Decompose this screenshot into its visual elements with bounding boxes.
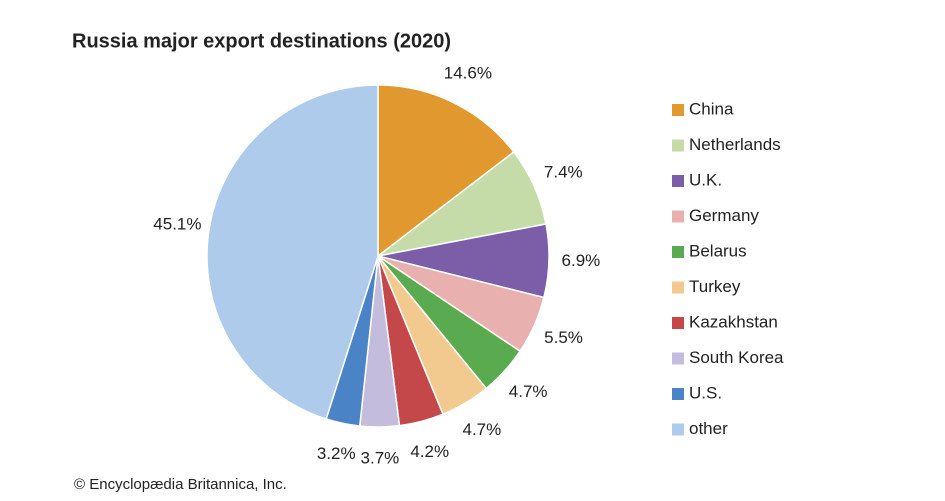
legend-swatch	[672, 423, 684, 436]
data-label: 4.7%	[463, 420, 502, 439]
legend-swatch	[672, 139, 684, 152]
legend-label: Kazakhstan	[689, 312, 778, 331]
data-label: 4.7%	[509, 382, 548, 401]
legend-label: Germany	[689, 206, 759, 225]
data-label: 3.2%	[317, 444, 356, 463]
pie-slice	[206, 84, 379, 420]
legend-swatch	[672, 210, 684, 223]
legend-swatch	[672, 246, 684, 258]
data-label: 14.6%	[444, 63, 492, 82]
chart-title: Russia major export destinations (2020)	[72, 30, 451, 52]
legend-label: South Korea	[689, 348, 784, 367]
legend-swatch	[672, 352, 684, 365]
data-label: 7.4%	[544, 163, 583, 182]
legend-swatch	[672, 388, 684, 400]
legend-swatch	[672, 175, 684, 187]
data-label: 5.5%	[544, 328, 583, 347]
legend-label: Netherlands	[689, 135, 781, 154]
source: © Encyclopædia Britannica, Inc.	[74, 476, 287, 493]
pie-slice	[377, 84, 515, 258]
data-label: 3.7%	[361, 448, 400, 467]
legend-swatch	[672, 104, 684, 116]
legend-swatch	[672, 281, 684, 294]
legend-label: U.S.	[689, 383, 722, 402]
legend-label: Turkey	[689, 277, 741, 296]
legend-label: other	[689, 419, 728, 438]
legend-label: Belarus	[689, 241, 747, 260]
data-label: 6.9%	[562, 251, 601, 270]
legend-swatch	[672, 317, 684, 329]
legend-label: U.K.	[689, 170, 722, 189]
legend-label: China	[689, 99, 734, 118]
data-label: 4.2%	[410, 442, 449, 461]
data-label: 45.1%	[153, 214, 201, 233]
